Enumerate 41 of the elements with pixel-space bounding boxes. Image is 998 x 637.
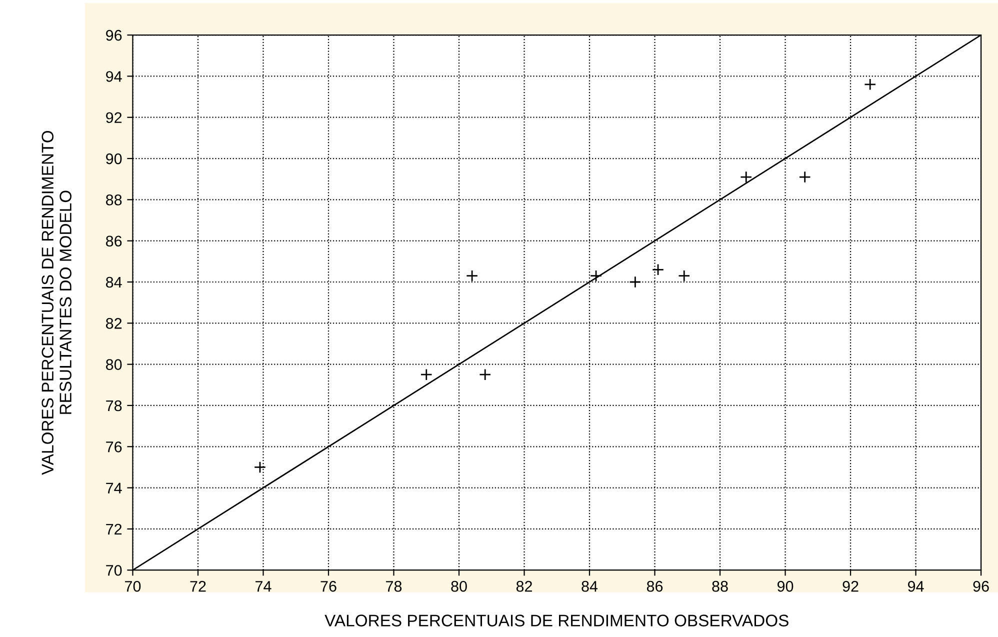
point xyxy=(678,270,690,282)
y-axis-title: VALORES PERCENTUAIS DE RENDIMENTO RESULTANTES DO MODELO xyxy=(42,130,72,475)
y-tick-label: 76 xyxy=(106,442,122,452)
y-tick-label: 88 xyxy=(106,194,122,206)
y-tick-label: 82 xyxy=(106,318,122,329)
x-tick-label: 94 xyxy=(908,580,924,592)
x-tick-label: 80 xyxy=(451,580,467,592)
y-tick-label: 74 xyxy=(106,482,122,494)
x-tick-label: 70 xyxy=(125,580,141,592)
point xyxy=(466,270,478,282)
point xyxy=(590,270,602,282)
y-tick-label: 86 xyxy=(106,236,122,247)
point xyxy=(629,276,642,288)
x-axis-title: VALORES PERCENTUAIS DE RENDIMENTO OBSERVADOS xyxy=(324,614,788,626)
point xyxy=(864,78,876,90)
x-tick-label: 86 xyxy=(646,580,663,592)
y-tick-label: 94 xyxy=(106,71,122,82)
point xyxy=(254,461,266,474)
x-tick-label: 96 xyxy=(973,580,989,592)
x-tick-label: 82 xyxy=(516,580,532,592)
point xyxy=(798,170,811,184)
x-tick-label: 76 xyxy=(320,580,336,592)
x-tick-label: 72 xyxy=(190,580,206,592)
point xyxy=(479,368,492,381)
x-tick-label: 90 xyxy=(777,580,794,592)
x-tick-label: 84 xyxy=(582,580,598,592)
y-tick-label: 80 xyxy=(106,359,122,370)
y-tick-label: 90 xyxy=(106,153,122,164)
x-tick-label: 88 xyxy=(712,580,728,592)
y-tick-label: 96 xyxy=(106,30,122,41)
point xyxy=(740,170,752,184)
x-tick-label: 92 xyxy=(842,580,858,592)
y-tick-label: 84 xyxy=(106,276,122,288)
point xyxy=(652,264,664,276)
x-tick-label: 74 xyxy=(256,581,272,592)
y-tick-label: 78 xyxy=(106,400,122,412)
point xyxy=(420,368,432,381)
y-tick-label: 72 xyxy=(106,524,122,534)
y-tick-label: 70 xyxy=(106,564,122,576)
y-tick-label: 92 xyxy=(106,112,122,124)
x-tick-label: 78 xyxy=(386,580,402,592)
